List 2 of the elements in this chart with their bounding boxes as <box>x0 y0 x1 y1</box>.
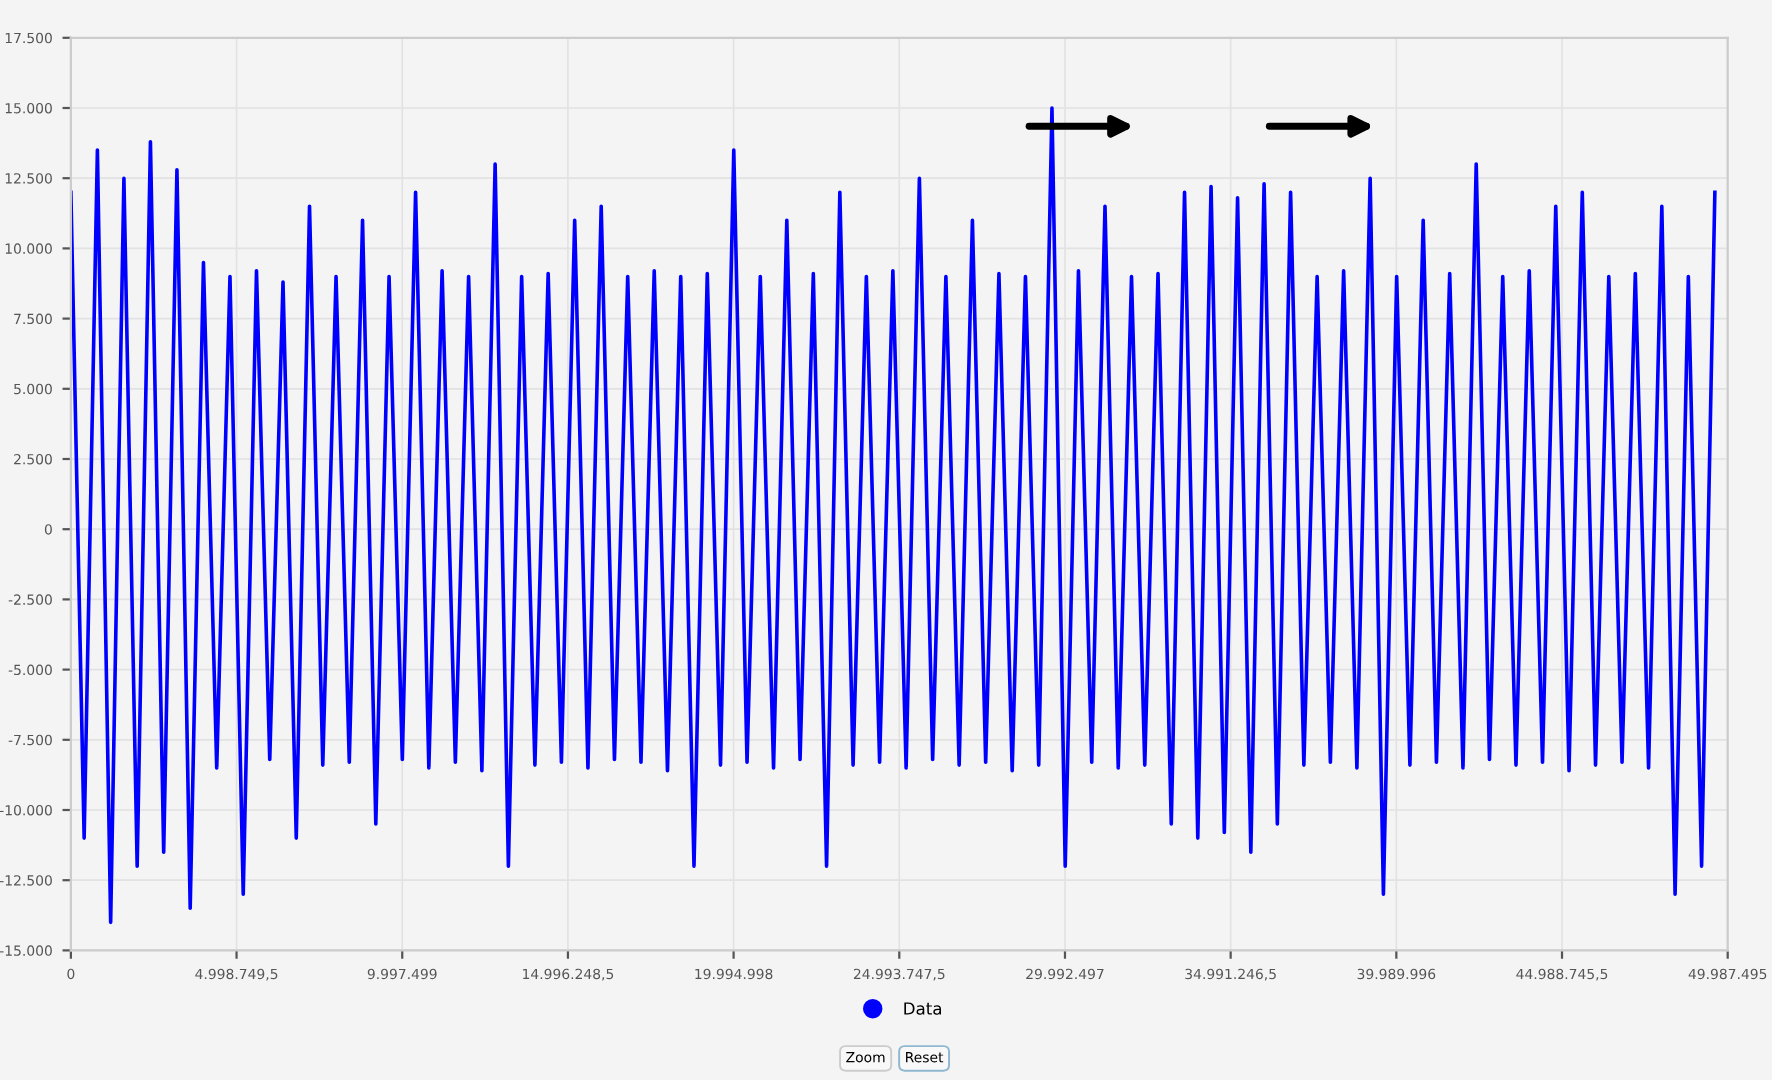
line-series <box>70 106 1717 925</box>
legend-label: Data <box>904 1002 942 1015</box>
